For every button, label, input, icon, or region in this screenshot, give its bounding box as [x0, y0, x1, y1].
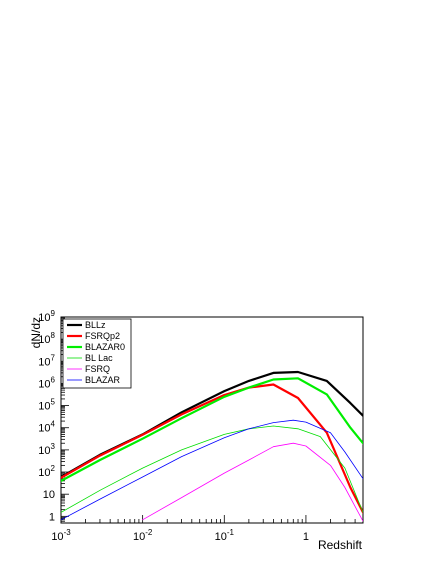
legend-label: FSRQ [85, 364, 110, 374]
y-tick-label: 108 [38, 331, 55, 346]
x-tick-label: 10-3 [51, 528, 71, 543]
y-axis-label: dN/dz [29, 317, 43, 348]
y-tick-label: 103 [38, 442, 55, 457]
x-tick-label: 1 [303, 531, 309, 543]
legend-label: BLAZAR0 [85, 342, 125, 352]
legend-label: BL Lac [85, 353, 113, 363]
legend-label: FSRQp2 [85, 331, 120, 341]
y-tick-label: 1 [49, 511, 55, 523]
y-tick-label: 106 [38, 375, 55, 390]
y-tick-label: 102 [38, 464, 55, 479]
y-tick-label: 105 [38, 398, 55, 413]
legend-label: BLAZAR [85, 375, 121, 385]
series-line-5 [142, 442, 363, 522]
legend-box [62, 318, 132, 389]
y-tick-label: 109 [38, 309, 55, 324]
y-tick-label: 104 [38, 420, 55, 435]
y-tick-label: 10 [43, 489, 55, 501]
y-axis: 1 10 102 103 104 105 106 107 108 109 [38, 309, 69, 524]
series-line-3 [61, 377, 363, 482]
x-tick-label: 10-2 [133, 528, 153, 543]
series-layer [61, 370, 363, 522]
x-axis-label: Redshift [318, 538, 363, 552]
series-line-6 [61, 419, 363, 521]
y-tick-label: 107 [38, 353, 55, 368]
x-tick-label: 10-1 [215, 528, 235, 543]
legend-label: BLLz [85, 320, 106, 330]
